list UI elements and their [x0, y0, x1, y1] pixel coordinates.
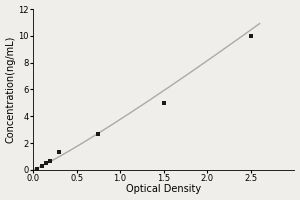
X-axis label: Optical Density: Optical Density: [126, 184, 201, 194]
Y-axis label: Concentration(ng/mL): Concentration(ng/mL): [6, 36, 16, 143]
